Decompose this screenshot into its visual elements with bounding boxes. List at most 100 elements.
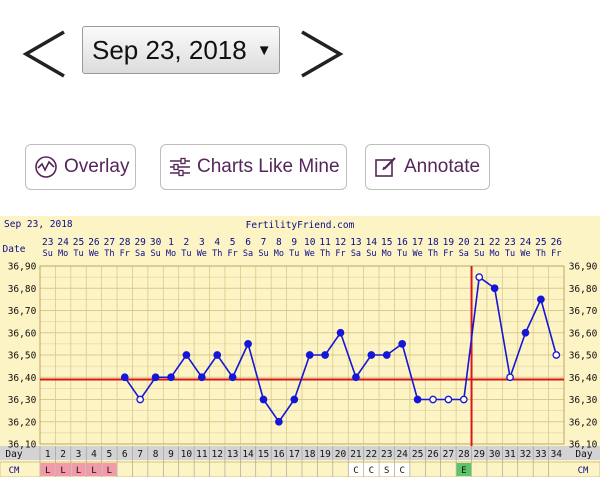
- bbt-chart-svg: Sep 23, 2018 FertilityFriend.comDateDayCM…: [0, 216, 600, 478]
- cm-label: E: [461, 466, 466, 476]
- day-tick-label: 21: [350, 449, 362, 460]
- day-tick-label: 33: [535, 449, 546, 460]
- date-tick-label: 17: [412, 237, 423, 248]
- date-tick-label: 20: [458, 237, 470, 248]
- temperature-point-open: [475, 273, 484, 281]
- y-tick-label: 36,10: [8, 440, 37, 451]
- day-tick-label: 15: [258, 449, 269, 460]
- date-tick-label: 5: [230, 237, 236, 248]
- temperature-point-open: [459, 395, 468, 404]
- day-row-label-right: Day: [575, 449, 592, 460]
- y-tick-label: 36,80: [8, 284, 37, 295]
- annotate-button[interactable]: Annotate: [365, 144, 490, 190]
- date-row-label: Date: [3, 244, 26, 255]
- cm-label: L: [107, 466, 112, 476]
- cm-cell-egg: [456, 463, 472, 476]
- y-tick-label-right: 36,40: [569, 373, 598, 384]
- prev-date-arrow-icon[interactable]: [20, 26, 72, 82]
- date-tick-label: 10: [304, 237, 316, 248]
- temperature-point: [305, 351, 314, 359]
- date-tick-label: 21: [474, 237, 486, 248]
- date-tick-label: 25: [535, 237, 546, 248]
- cm-cell-cm: [379, 463, 394, 476]
- cm-row-label-right: CM: [578, 466, 589, 476]
- day-tick-label: 29: [474, 449, 486, 460]
- y-tick-label-right: 36,70: [569, 306, 598, 317]
- edit-icon: [375, 157, 396, 177]
- weekday-tick-label: Sa: [459, 249, 469, 259]
- weekday-tick-label: We: [305, 249, 315, 259]
- date-tick-label: 27: [104, 237, 115, 248]
- temperature-point: [398, 340, 407, 348]
- y-tick-label: 36,70: [8, 306, 37, 317]
- temperature-point: [367, 351, 376, 359]
- date-tick-label: 22: [489, 237, 500, 248]
- day-tick-label: 22: [366, 449, 377, 460]
- y-tick-label-right: 36,80: [569, 284, 598, 295]
- day-tick-label: 18: [304, 449, 316, 460]
- day-tick-label: 24: [396, 449, 408, 460]
- temperature-point: [228, 373, 237, 382]
- charts-like-mine-label: Charts Like Mine: [197, 156, 340, 177]
- date-tick-label: 9: [291, 237, 297, 248]
- day-tick-label: 20: [335, 449, 347, 460]
- day-tick-label: 27: [443, 449, 454, 460]
- temperature-point: [182, 351, 191, 359]
- weekday-tick-label: Tu: [73, 249, 83, 259]
- weekday-tick-label: Tu: [397, 249, 407, 259]
- weekday-tick-label: Su: [366, 249, 376, 259]
- overlay-wave-icon: [35, 156, 57, 178]
- date-tick-label: 2: [184, 237, 190, 248]
- temperature-point: [321, 351, 329, 359]
- weekday-tick-label: Tu: [181, 249, 191, 259]
- weekday-tick-label: We: [520, 249, 530, 259]
- temperature-point: [521, 328, 530, 337]
- date-tick-label: 3: [199, 237, 205, 248]
- date-tick-label: 26: [551, 237, 563, 248]
- day-tick-label: 11: [196, 449, 208, 460]
- day-tick-label: 6: [122, 449, 128, 460]
- cm-label: C: [369, 466, 374, 476]
- date-tick-label: 24: [57, 237, 69, 248]
- day-tick-label: 14: [242, 449, 254, 460]
- date-tick-label: 7: [261, 237, 267, 248]
- date-tick-label: 4: [214, 237, 220, 248]
- temperature-point: [352, 373, 360, 382]
- weekday-tick-label: We: [412, 249, 422, 259]
- date-tick-label: 16: [396, 237, 408, 248]
- cm-label: L: [60, 466, 65, 476]
- date-tick-label: 19: [443, 237, 455, 248]
- cm-label: L: [76, 466, 81, 476]
- cm-cell-period: [55, 463, 71, 476]
- date-tick-label: 12: [335, 237, 346, 248]
- date-select[interactable]: Sep 23, 2018 ▼: [82, 26, 280, 74]
- next-date-arrow-icon[interactable]: [294, 26, 346, 82]
- day-tick-label: 9: [168, 449, 174, 460]
- weekday-tick-label: Mo: [166, 249, 176, 259]
- overlay-button[interactable]: Overlay: [25, 144, 136, 190]
- temperature-point-open: [552, 351, 561, 359]
- temperature-point: [244, 340, 252, 348]
- weekday-tick-label: Th: [212, 249, 222, 259]
- charts-like-mine-button[interactable]: Charts Like Mine: [160, 144, 347, 190]
- day-tick-label: 3: [76, 449, 82, 460]
- cm-cell-period: [102, 463, 117, 476]
- chevron-down-icon: ▼: [256, 41, 272, 59]
- day-tick-label: 26: [427, 449, 439, 460]
- day-tick-label: 30: [489, 449, 501, 460]
- day-tick-label: 7: [137, 449, 143, 460]
- weekday-tick-label: Tu: [289, 249, 299, 259]
- overlay-label: Overlay: [64, 156, 130, 177]
- y-tick-label: 36,90: [8, 262, 37, 273]
- cm-cell-period: [40, 463, 55, 476]
- temperature-point-open: [506, 373, 514, 382]
- bbt-chart: Sep 23, 2018 FertilityFriend.com Date Day CM…: [0, 216, 600, 478]
- temperature-point: [490, 284, 499, 293]
- weekday-tick-label: Th: [104, 249, 114, 259]
- temperature-point: [259, 395, 268, 404]
- day-tick-label: 25: [412, 449, 423, 460]
- weekday-tick-label: Su: [474, 249, 484, 259]
- weekday-tick-label: Th: [536, 249, 546, 259]
- cm-row-label: CM: [9, 466, 20, 476]
- day-tick-label: 5: [106, 449, 112, 460]
